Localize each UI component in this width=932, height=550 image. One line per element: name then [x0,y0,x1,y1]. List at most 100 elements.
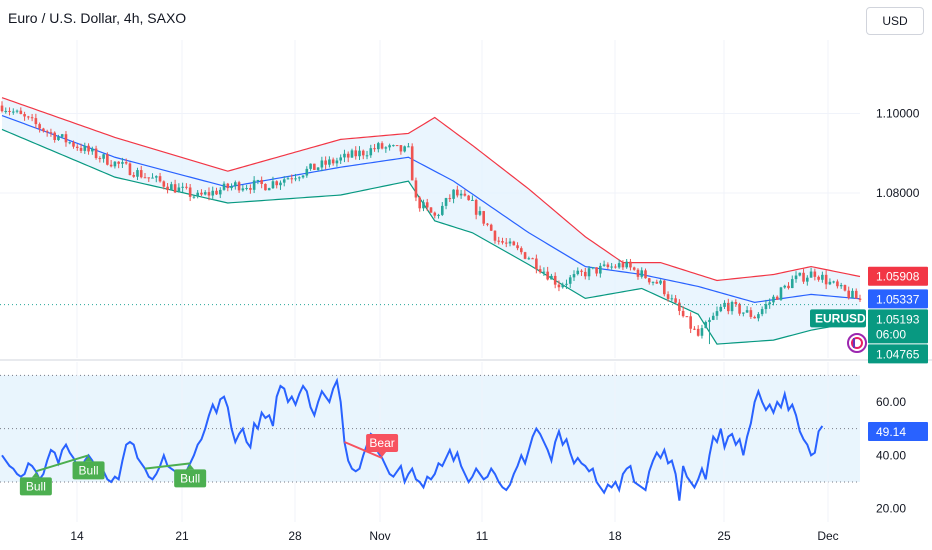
candle-body [550,275,553,280]
candle-body [847,290,851,298]
candle-body [429,207,433,213]
lower-band-label-box [868,344,928,364]
candle-body [166,186,169,191]
time-tick-label: 28 [288,529,302,543]
bull-signal-3-pointer [186,464,195,470]
bull-signal-1-pointer [31,472,40,478]
candle-body [790,279,794,289]
candle-body [734,302,738,304]
candle-body [249,188,252,190]
candle-body [414,180,418,198]
candle-body [369,148,373,156]
basis-label: 1.05337 [868,289,928,309]
candle-body [132,175,136,177]
upper-band-label-text: 1.05908 [876,270,920,284]
rsi-line [1,377,824,501]
candle-body [403,146,406,152]
candle-body [38,124,41,129]
candle-body [377,143,380,150]
time-tick-label: Dec [817,529,838,543]
rsi-tick-label: 40.00 [876,448,906,462]
candle-body [568,277,572,284]
candle-body [128,163,132,176]
bull-signal-2: Bull [72,456,105,480]
candle-body [629,261,632,268]
candle-body [606,264,610,268]
time-tick-label: 21 [175,529,189,543]
candle-body [177,187,181,193]
candle-body [806,277,809,282]
tradingview-logo-icon[interactable] [847,333,867,353]
price-tick-label: 1.08000 [876,186,920,200]
candle-body [753,316,756,319]
rsi-current-box [868,421,928,441]
candle-body [188,187,192,197]
candle-body [79,147,83,151]
candle-body [72,142,75,147]
candle-body [245,188,248,190]
candle-body [700,328,704,336]
bull-signal-3-box [174,469,207,488]
candle-body [275,181,279,186]
candle-body [343,153,346,158]
candle-body [512,241,516,246]
candle-body [49,132,53,134]
candle-body [15,110,19,112]
currency-button[interactable]: USD [866,7,924,35]
candle-body [185,186,188,188]
candle-body [463,193,467,196]
candle-body [316,167,320,170]
candle-body [553,275,557,285]
candle-body [610,266,613,268]
candle-body [297,177,301,179]
candle-body [839,285,843,287]
candle-body [572,274,576,278]
candle-body [294,178,297,180]
candle-body [474,199,478,215]
candle-body [760,309,764,315]
candle-body [4,110,8,112]
candle-body [779,287,783,300]
candle-body [749,310,753,317]
candle-body [200,192,203,195]
candle-body [94,148,98,159]
candle-body [538,269,542,273]
bollinger-basis-line [1,114,861,303]
candle-body [467,195,470,201]
candle-body [772,296,775,303]
candle-body [222,183,226,190]
candle-body [237,182,241,191]
candle-body [331,159,335,164]
candle-body [136,170,139,177]
candle-body [286,178,290,180]
candle-body [459,193,463,196]
candles [0,101,862,345]
candle-body [696,328,700,336]
candle-body [663,280,666,295]
candle-body [647,278,651,283]
bull-signal-1-text: Bull [26,479,46,493]
candle-body [30,117,34,119]
candle-body [542,271,546,273]
candle-body [711,315,715,320]
candle-body [181,186,184,188]
bear-signal-1-pointer [378,452,387,457]
symbol-tag-text: EURUSD [815,311,866,325]
candle-body [301,175,305,178]
candle-body [282,179,286,183]
candle-body [516,245,519,249]
bull-signal-3-text: Bull [180,471,200,485]
candle-body [384,147,388,149]
candle-body [854,290,858,299]
lower-band-label: 1.04765 [868,344,928,364]
candle-body [621,263,625,268]
bull-signal-2-pointer [84,456,93,462]
candle-body [260,179,263,184]
symbol-tag-box [810,309,866,328]
candle-body [681,310,685,317]
candle-body [546,271,549,280]
candle-body [83,145,87,151]
candle-body [98,158,102,160]
